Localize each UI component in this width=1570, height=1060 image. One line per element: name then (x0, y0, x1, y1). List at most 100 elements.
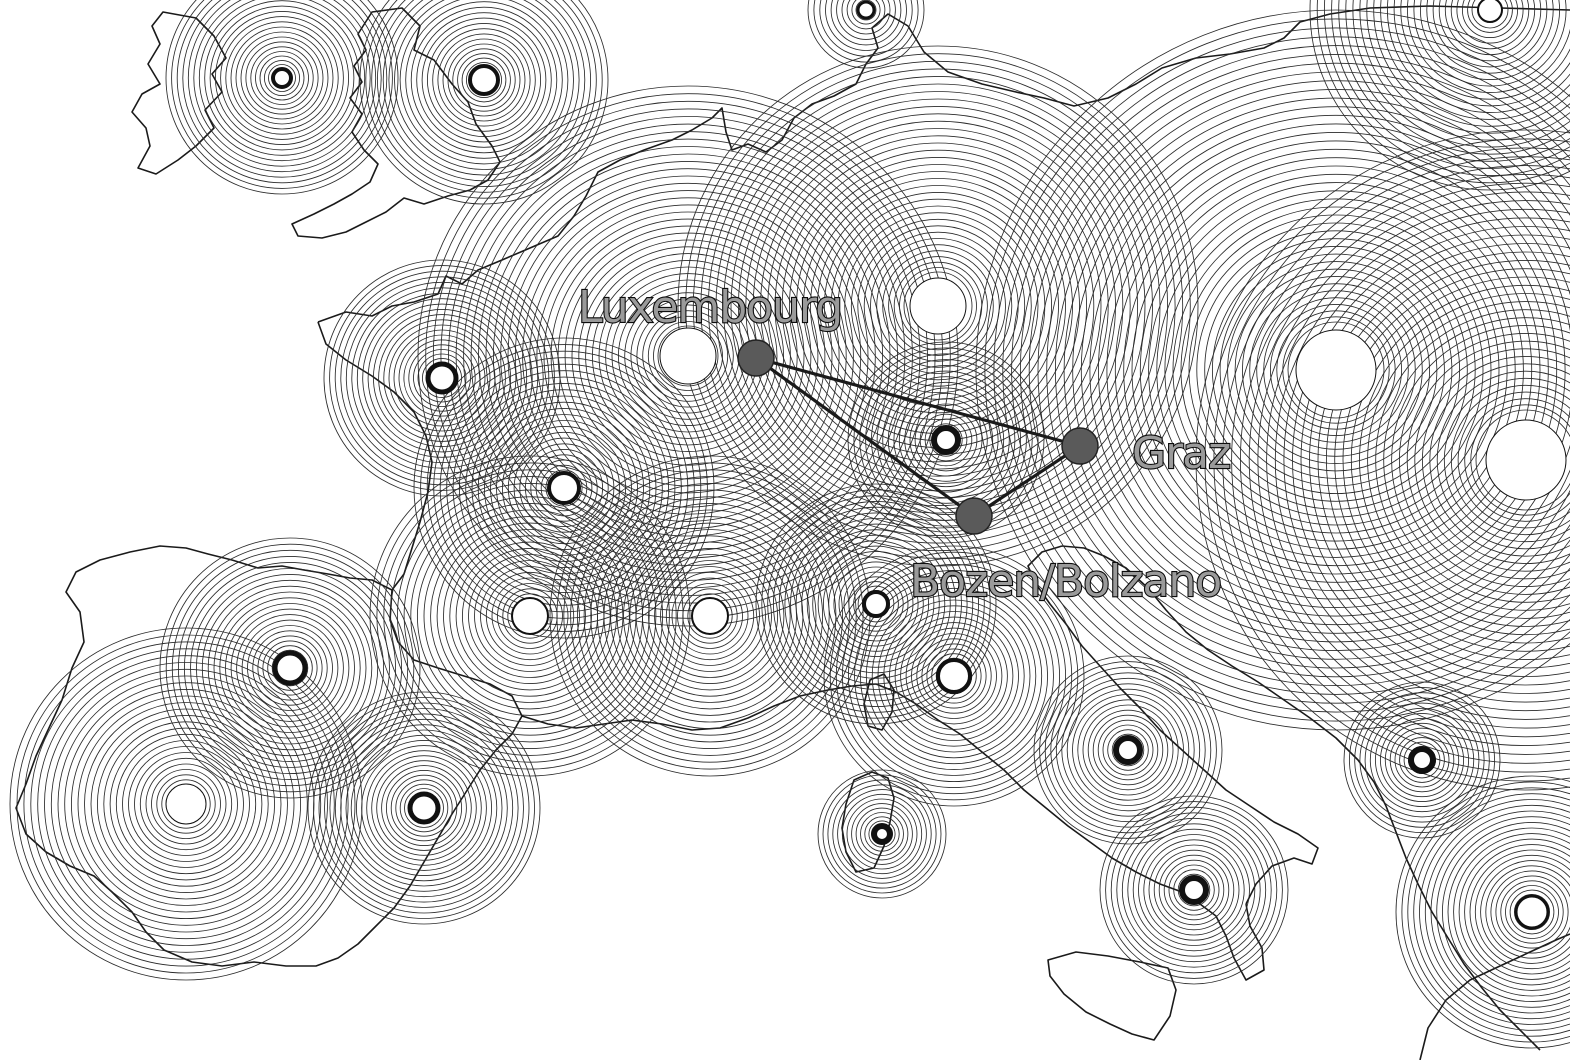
ring (1111, 733, 1145, 767)
ring (103, 721, 269, 887)
ring (1033, 655, 1223, 845)
ring (909, 403, 983, 477)
ring (490, 414, 638, 562)
ring (442, 38, 526, 122)
ring (648, 554, 772, 678)
ring-cluster-12 (369, 455, 691, 777)
ring (413, 349, 471, 407)
ring (1342, 276, 1570, 644)
ring (1453, 833, 1570, 991)
ring (984, 18, 1570, 722)
ring (529, 197, 847, 515)
ring (790, 518, 962, 690)
ring (1419, 799, 1570, 1025)
ring (491, 577, 569, 655)
ring (1204, 238, 1468, 502)
ring (1266, 200, 1570, 720)
ring (1414, 348, 1570, 572)
ring (836, 0, 896, 40)
ring (916, 638, 992, 714)
ring (926, 648, 982, 704)
ring (1173, 869, 1215, 911)
ring (1407, 787, 1570, 1037)
route-lines (754, 356, 1082, 518)
ring (177, 555, 403, 781)
coastline-4 (317, 321, 433, 591)
ring (641, 547, 779, 685)
ring (187, 0, 377, 173)
ring (1383, 317, 1570, 603)
coastline-8 (1027, 545, 1319, 905)
coastline-11 (841, 771, 895, 873)
ring (1426, 0, 1554, 74)
hub-center (1408, 746, 1436, 774)
ring (230, 26, 334, 130)
ring (417, 85, 959, 627)
ring (1359, 0, 1570, 141)
ring (868, 820, 896, 848)
ring (784, 512, 968, 696)
ring (877, 599, 1031, 753)
ring (371, 0, 597, 193)
city-marker-graz (1061, 427, 1099, 465)
ring (578, 246, 798, 466)
ring (463, 131, 913, 581)
ring (865, 359, 1027, 521)
ring (1131, 165, 1541, 575)
ring (822, 774, 942, 894)
ring (145, 763, 227, 845)
route-line-2 (754, 356, 976, 518)
ring (1168, 864, 1220, 916)
ring (1072, 694, 1184, 806)
ring (1505, 885, 1559, 939)
ring (1391, 325, 1570, 595)
ring (165, 543, 415, 793)
ring (931, 653, 977, 699)
ring (882, 250, 994, 362)
ring (851, 803, 913, 865)
ring (381, 765, 467, 851)
ring (1148, 182, 1524, 558)
ring (1240, 174, 1570, 746)
ring (1143, 839, 1245, 941)
ring (455, 123, 921, 589)
ring (1464, 398, 1570, 522)
ring (1429, 363, 1570, 557)
ring (853, 347, 1039, 533)
hub-center (425, 361, 459, 395)
ring (846, 798, 918, 870)
ring (1102, 724, 1154, 776)
ring (571, 239, 805, 473)
ring (195, 573, 385, 763)
ring (257, 635, 323, 701)
ring (165, 0, 399, 195)
hub-center (1295, 329, 1377, 411)
ring (1099, 795, 1289, 985)
ring (1300, 234, 1570, 686)
ring (1450, 384, 1570, 536)
ring (1107, 729, 1149, 771)
ring (1020, 54, 1570, 686)
ring (241, 619, 339, 717)
ring (1127, 823, 1261, 957)
ring (1394, 732, 1450, 788)
ring (660, 566, 760, 666)
ring (250, 46, 314, 110)
ring (841, 563, 1067, 789)
ring (894, 616, 1014, 736)
ring (1082, 704, 1174, 796)
ring-cluster-9 (413, 337, 715, 639)
ring-cluster-16 (159, 537, 421, 799)
ring (847, 341, 1045, 539)
ring (700, 68, 1176, 544)
ring (1424, 804, 1570, 1020)
ring (440, 108, 936, 604)
city-label-bozen-bolzano: Bozen/Bolzano (910, 556, 1221, 607)
ring (522, 190, 854, 522)
ring (1403, 741, 1441, 779)
hub-center (511, 597, 549, 635)
ring (23, 641, 349, 967)
hub-center (856, 0, 876, 20)
ring (1011, 45, 1570, 695)
